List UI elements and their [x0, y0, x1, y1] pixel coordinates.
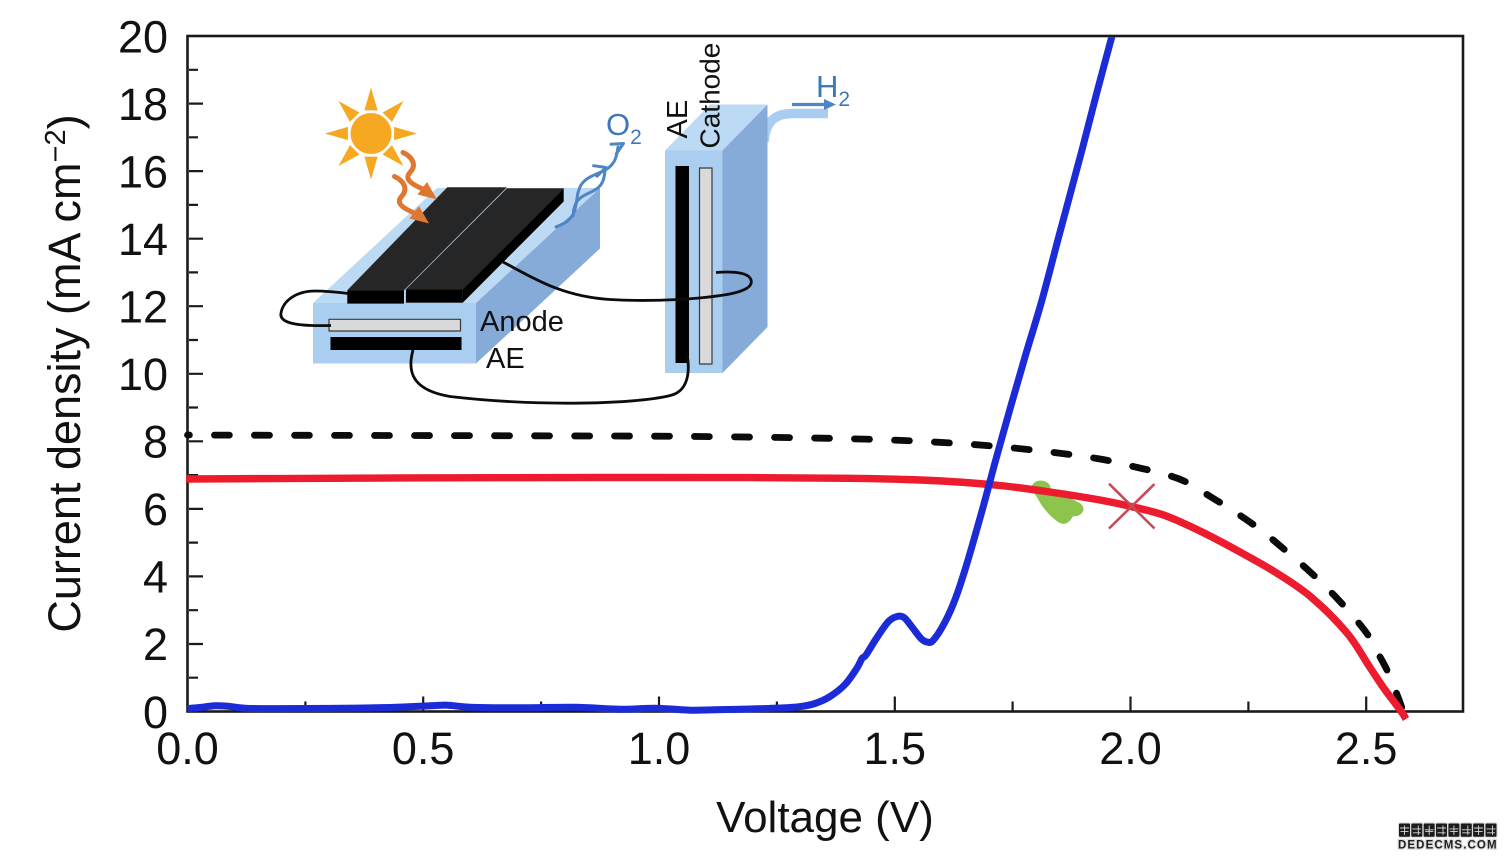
svg-text:4: 4: [143, 552, 168, 603]
svg-text:Voltage (V): Voltage (V): [716, 793, 934, 842]
svg-text:2: 2: [143, 619, 168, 670]
svg-text:1.5: 1.5: [864, 723, 927, 774]
svg-text:DEDECMS.COM: DEDECMS.COM: [1398, 840, 1498, 852]
svg-text:12: 12: [118, 282, 168, 333]
svg-text:Current density (mA cm−2): Current density (mA cm−2): [39, 114, 90, 632]
svg-text:16: 16: [118, 146, 168, 197]
svg-text:AE: AE: [486, 343, 525, 375]
svg-text:Anode: Anode: [480, 306, 564, 338]
svg-text:2.5: 2.5: [1335, 723, 1398, 774]
svg-text:1.0: 1.0: [628, 723, 691, 774]
svg-text:6: 6: [143, 484, 168, 535]
svg-text:10: 10: [118, 349, 168, 400]
svg-text:8: 8: [143, 417, 168, 468]
svg-text:14: 14: [118, 214, 168, 265]
svg-text:Cathode: Cathode: [695, 43, 726, 149]
svg-text:0.0: 0.0: [156, 723, 219, 774]
svg-text:20: 20: [118, 11, 168, 62]
svg-text:2.0: 2.0: [1099, 723, 1162, 774]
svg-text:18: 18: [118, 79, 168, 130]
svg-text:0: 0: [143, 687, 168, 738]
svg-text:AE: AE: [662, 100, 694, 139]
svg-text:0.5: 0.5: [392, 723, 455, 774]
